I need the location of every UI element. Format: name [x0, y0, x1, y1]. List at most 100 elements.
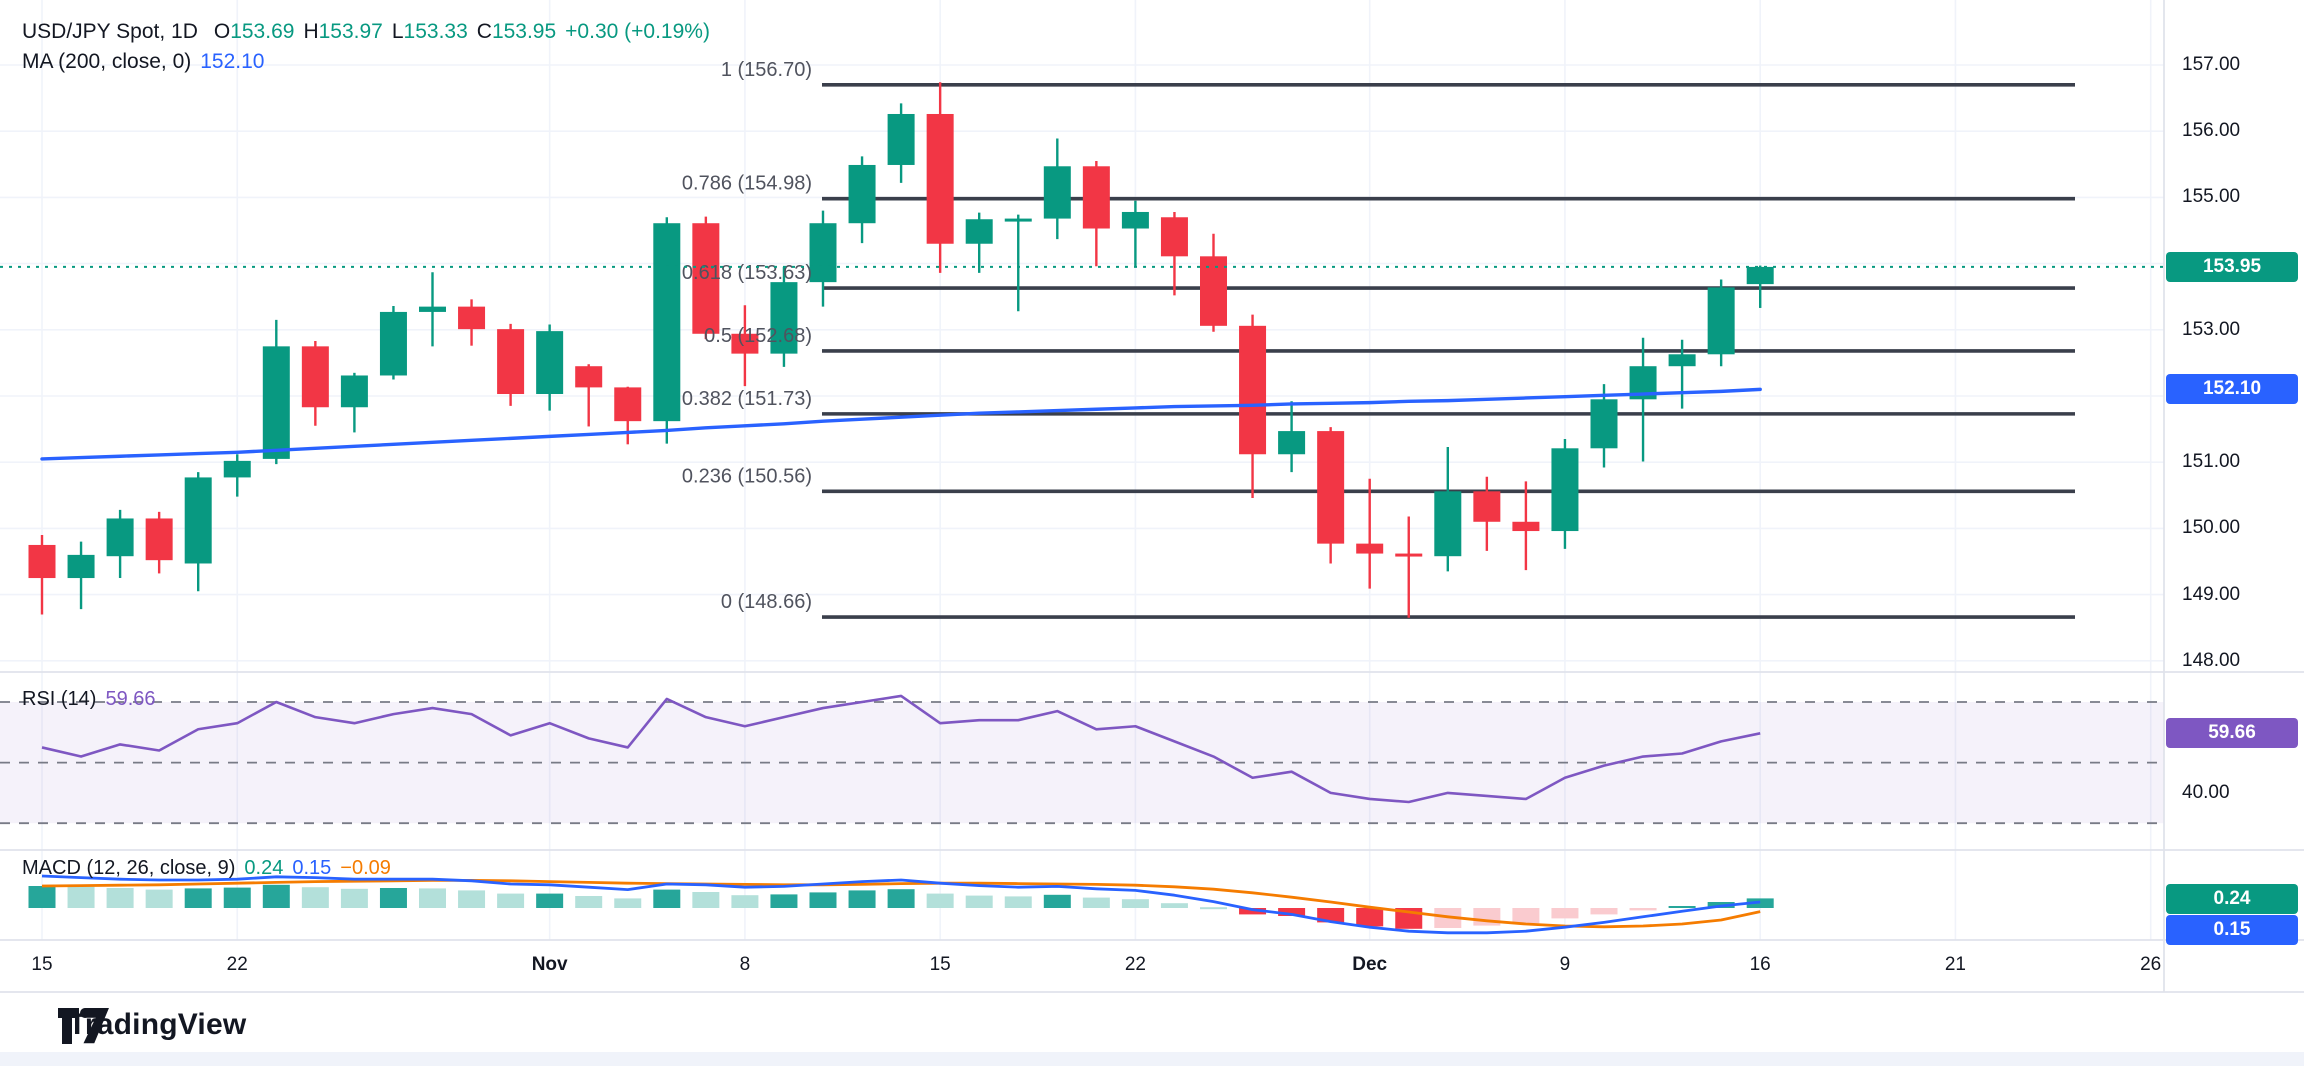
candle[interactable] — [1043, 166, 1071, 219]
macd-hist-bar[interactable] — [653, 889, 681, 908]
ma-legend[interactable]: MA (200, close, 0) 152.10 — [22, 50, 264, 74]
macd-hist-bar[interactable] — [1356, 908, 1384, 927]
macd-hist-bar[interactable] — [1512, 908, 1540, 924]
candle[interactable] — [301, 346, 329, 408]
candle[interactable] — [1434, 491, 1462, 557]
candle[interactable] — [145, 518, 173, 561]
macd-hist-bar[interactable] — [965, 895, 993, 908]
price-tick-label[interactable]: 153.00 — [2182, 318, 2241, 340]
candle[interactable] — [1121, 211, 1149, 229]
candle[interactable] — [1160, 217, 1188, 257]
candle[interactable] — [262, 346, 290, 459]
candle[interactable] — [1317, 431, 1345, 544]
macd-hist-bar[interactable] — [262, 884, 290, 908]
candle[interactable] — [1395, 553, 1423, 557]
time-tick-label[interactable]: 22 — [1124, 954, 1146, 975]
price-tick-label[interactable]: 149.00 — [2182, 583, 2241, 605]
candle[interactable] — [379, 311, 407, 376]
macd-hist-bar[interactable] — [1160, 903, 1188, 908]
macd-hist-bar[interactable] — [1082, 897, 1110, 908]
candle[interactable] — [223, 460, 251, 478]
candle[interactable] — [536, 331, 564, 395]
candle[interactable] — [1356, 543, 1384, 554]
candle[interactable] — [1004, 218, 1032, 222]
time-tick-label[interactable]: 9 — [1559, 954, 1571, 975]
macd-hist-bar[interactable] — [1239, 908, 1267, 915]
candle[interactable] — [770, 282, 798, 354]
macd-hist-bar[interactable] — [887, 889, 915, 908]
macd-hist-bar[interactable] — [1043, 894, 1071, 908]
macd-hist-bar[interactable] — [926, 893, 954, 908]
macd-hist-bar[interactable] — [1590, 908, 1618, 915]
macd-hist-bar[interactable] — [1278, 908, 1306, 916]
macd-hist-bar[interactable] — [145, 889, 173, 908]
candle[interactable] — [1707, 287, 1735, 355]
time-tick-label[interactable]: Nov — [531, 954, 568, 975]
candle[interactable] — [1200, 256, 1227, 326]
time-tick-label[interactable]: 8 — [739, 954, 751, 975]
candle[interactable] — [965, 219, 993, 244]
candle[interactable] — [497, 329, 525, 395]
candle[interactable] — [184, 477, 212, 564]
price-tick-label[interactable]: 156.00 — [2182, 120, 2241, 142]
macd-hist-bar[interactable] — [575, 896, 603, 908]
candle[interactable] — [1551, 448, 1579, 532]
time-tick-label[interactable]: 15 — [31, 954, 53, 975]
macd-hist-bar[interactable] — [67, 886, 95, 908]
candle[interactable] — [653, 223, 681, 422]
candle[interactable] — [458, 306, 486, 330]
macd-hist-bar[interactable] — [1121, 899, 1149, 908]
candle[interactable] — [575, 366, 603, 388]
macd-hist-bar[interactable] — [301, 887, 329, 908]
macd-hist-bar[interactable] — [223, 887, 251, 908]
macd-hist-bar[interactable] — [419, 888, 446, 908]
macd-hist-bar[interactable] — [692, 892, 720, 908]
macd-hist-bar[interactable] — [106, 888, 134, 908]
macd-hist-bar[interactable] — [731, 895, 759, 908]
rsi-axis-label[interactable]: 40.00 — [2182, 781, 2230, 803]
macd-hist-bar[interactable] — [1551, 908, 1579, 919]
price-tick-label[interactable]: 148.00 — [2182, 649, 2241, 671]
macd-hist-bar[interactable] — [1629, 908, 1657, 911]
time-tick-label[interactable]: 15 — [929, 954, 951, 975]
macd-hist-bar[interactable] — [340, 888, 368, 908]
macd-hist-bar[interactable] — [614, 898, 642, 908]
candle[interactable] — [848, 164, 876, 224]
macd-hist-bar[interactable] — [184, 888, 212, 908]
symbol-legend[interactable]: USD/JPY Spot, 1D O 153.69 H 153.97 L 153.33… — [22, 20, 710, 44]
rsi-legend[interactable]: RSI (14) 59.66 — [22, 688, 156, 711]
macd-hist-bar[interactable] — [28, 886, 56, 908]
price-tick-label[interactable]: 157.00 — [2182, 54, 2241, 75]
price-tick-label[interactable]: 155.00 — [2182, 186, 2241, 208]
macd-hist-bar[interactable] — [1004, 896, 1032, 908]
candle[interactable] — [614, 387, 642, 422]
candle[interactable] — [731, 333, 759, 354]
time-tick-label[interactable]: 22 — [226, 954, 248, 975]
candle[interactable] — [106, 518, 134, 557]
candle[interactable] — [1473, 491, 1501, 522]
candle[interactable] — [809, 223, 837, 283]
candle[interactable] — [1239, 325, 1267, 455]
macd-hist-bar[interactable] — [536, 893, 564, 908]
macd-hist-bar[interactable] — [1200, 907, 1227, 910]
tradingview-branding[interactable]: TradingView — [58, 1008, 246, 1044]
macd-hist-bar[interactable] — [497, 893, 525, 908]
macd-hist-bar[interactable] — [770, 894, 798, 908]
candle[interactable] — [67, 554, 95, 579]
candle[interactable] — [1278, 431, 1306, 455]
time-tick-label[interactable]: Dec — [1352, 954, 1388, 975]
time-tick-label[interactable]: 16 — [1749, 954, 1771, 975]
candle[interactable] — [28, 544, 56, 579]
macd-hist-bar[interactable] — [809, 892, 837, 908]
time-tick-label[interactable]: 21 — [1944, 954, 1967, 975]
candle[interactable] — [340, 375, 368, 408]
price-tick-label[interactable]: 150.00 — [2182, 517, 2241, 539]
candle[interactable] — [1746, 266, 1774, 285]
time-tick-label[interactable]: 26 — [2140, 954, 2162, 975]
macd-hist-bar[interactable] — [1668, 906, 1696, 908]
candle[interactable] — [887, 113, 915, 165]
candle[interactable] — [692, 223, 720, 334]
macd-hist-bar[interactable] — [1317, 908, 1345, 923]
candle[interactable] — [1668, 354, 1696, 367]
